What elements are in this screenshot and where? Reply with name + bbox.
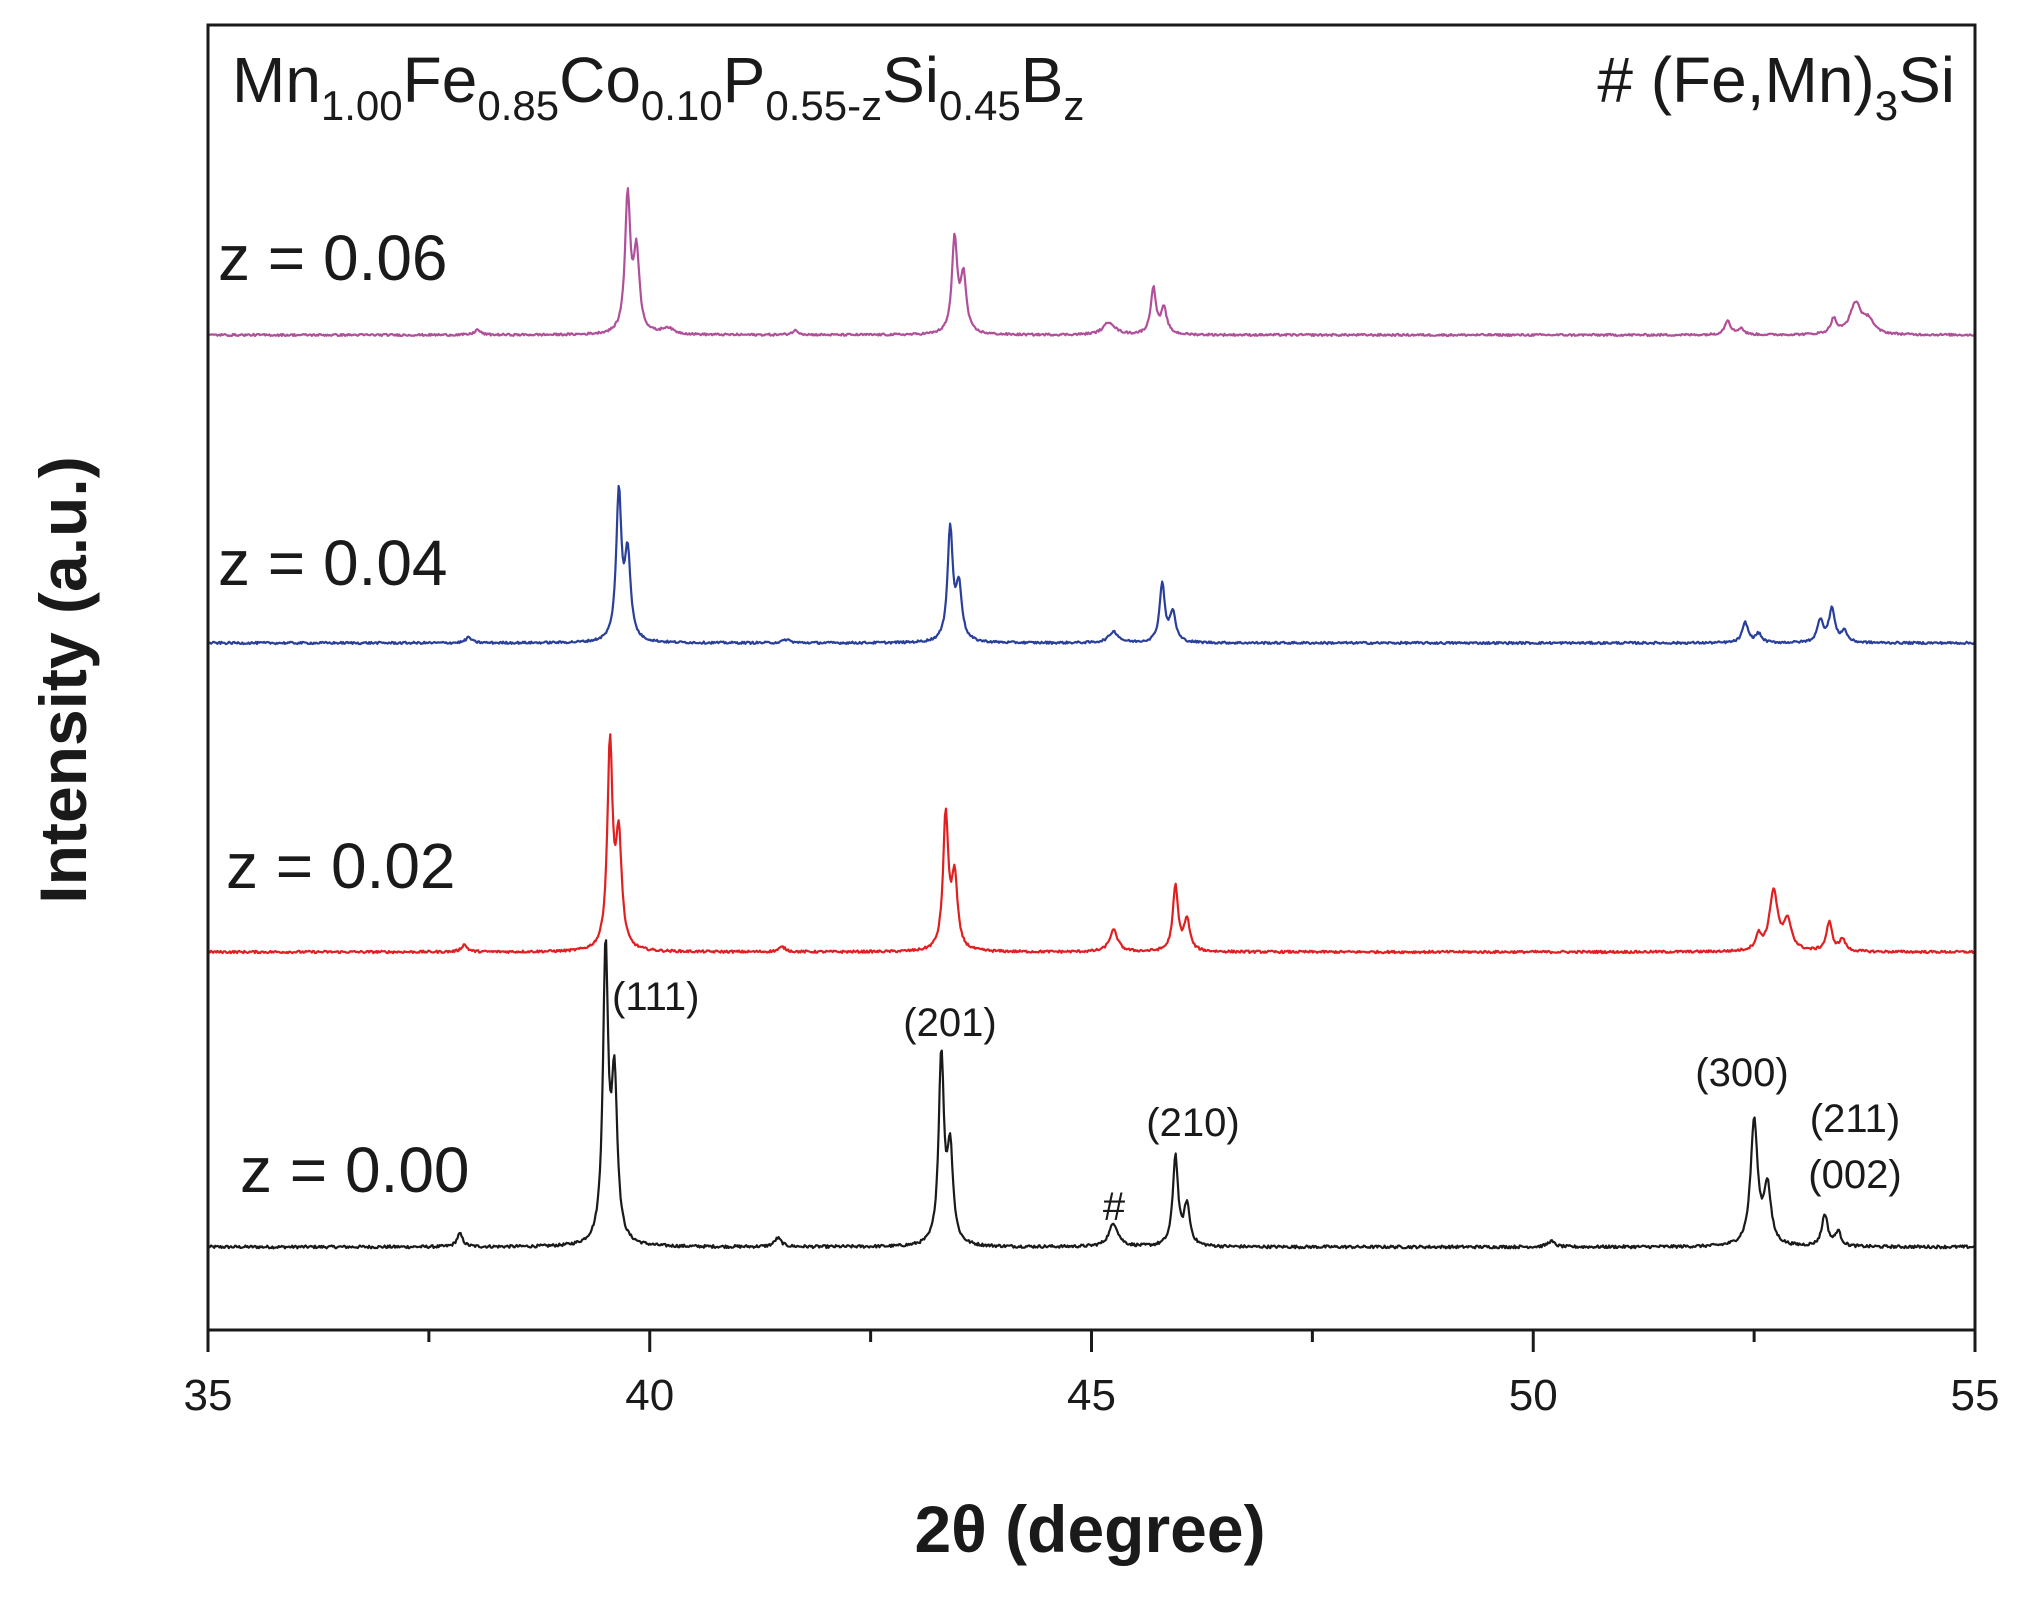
impurity-legend: # (Fe,Mn)3Si — [1597, 44, 1955, 129]
series-layer — [207, 187, 1976, 1250]
series-label-layer: z = 0.00 z = 0.02 z = 0.04 z = 0.06 — [218, 222, 470, 1206]
formula-part-title-6: P — [723, 44, 766, 116]
formula-part-title-8: Si — [882, 44, 939, 116]
x-tick-label: 35 — [184, 1371, 233, 1420]
formula-part-title-0: Mn — [232, 44, 321, 116]
series-line-1 — [207, 733, 1976, 955]
peak-label-3: # — [1103, 1185, 1126, 1229]
formula-part-title-9: 0.45 — [939, 82, 1021, 129]
x-tick-label: 55 — [1951, 1371, 2000, 1420]
formula-part-title-11: z — [1063, 82, 1084, 129]
peak-label-2: (210) — [1146, 1101, 1239, 1145]
formula-part-title-5: 0.10 — [641, 82, 723, 129]
series-line-2 — [207, 484, 1976, 646]
peak-label-6: (002) — [1808, 1153, 1901, 1197]
formula-part-title-10: B — [1021, 44, 1064, 116]
series-line-3 — [207, 187, 1976, 338]
peak-label-5: (211) — [1810, 1097, 1900, 1141]
series-label-1: z = 0.02 — [226, 830, 456, 902]
peak-label-1: (201) — [903, 1001, 996, 1045]
formula-part-title-7: 0.55-z — [765, 82, 882, 129]
y-axis-title: Intensity (a.u.) — [26, 456, 100, 903]
peak-label-4: (300) — [1695, 1051, 1788, 1095]
annotation-layer: (111) (201) (210) # (300) (211) (002) — [612, 975, 1902, 1229]
formula-part-legend-0: # (Fe,Mn) — [1597, 44, 1874, 116]
peak-label-0: (111) — [612, 975, 699, 1019]
x-tick-label: 50 — [1509, 1371, 1558, 1420]
chart-title: Mn1.00Fe0.85Co0.10P0.55-zSi0.45Bz — [232, 44, 1084, 129]
tick-layer: 35 40 45 50 55 — [184, 1330, 2000, 1420]
x-tick-label: 45 — [1067, 1371, 1116, 1420]
formula-part-legend-1: 3 — [1875, 82, 1898, 129]
formula-part-legend-2: Si — [1898, 44, 1955, 116]
formula-part-title-4: Co — [559, 44, 641, 116]
formula-part-title-3: 0.85 — [477, 82, 559, 129]
series-label-0: z = 0.00 — [240, 1134, 470, 1206]
plot-frame — [206, 23, 1977, 1332]
x-tick-label: 40 — [625, 1371, 674, 1420]
series-label-2: z = 0.04 — [218, 527, 448, 599]
formula-part-title-2: Fe — [403, 44, 478, 116]
series-label-3: z = 0.06 — [218, 222, 448, 294]
formula-part-title-1: 1.00 — [321, 82, 403, 129]
x-axis-title: 2θ (degree) — [914, 1492, 1265, 1566]
series-line-0 — [207, 939, 1976, 1250]
